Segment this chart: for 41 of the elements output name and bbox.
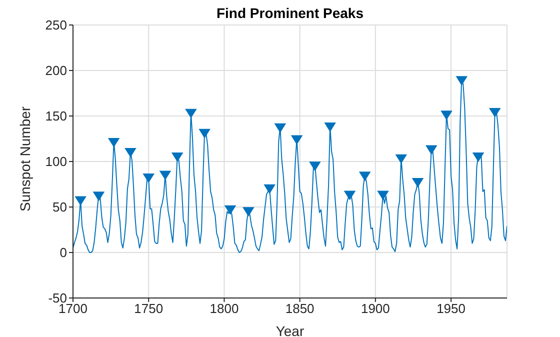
point xyxy=(185,108,196,118)
point xyxy=(199,128,210,138)
point xyxy=(75,196,86,206)
x-tick-label: 1750 xyxy=(134,301,164,316)
y-tick-label: 100 xyxy=(45,154,67,170)
x-tick-label: 1850 xyxy=(285,301,314,316)
point xyxy=(472,152,484,162)
point xyxy=(489,108,500,117)
y-tick-label: 200 xyxy=(45,63,67,78)
point xyxy=(224,205,236,214)
y-tick-label: 0 xyxy=(60,245,67,260)
point xyxy=(274,123,286,132)
point xyxy=(242,207,254,216)
point xyxy=(291,135,302,144)
x-tick-label: 1800 xyxy=(210,301,239,316)
y-tick-label: 250 xyxy=(45,18,67,33)
point xyxy=(124,148,136,157)
y-axis-title: Sunspot Number xyxy=(16,106,33,212)
x-tick-label: 1950 xyxy=(436,301,466,316)
point xyxy=(324,122,336,132)
point xyxy=(160,170,171,180)
point xyxy=(441,110,452,120)
point xyxy=(359,172,370,181)
point xyxy=(264,184,276,194)
x-tick-label: 1900 xyxy=(360,301,390,316)
point xyxy=(93,192,104,201)
x-axis-title: Year xyxy=(276,323,304,337)
point xyxy=(309,162,320,171)
point xyxy=(396,154,407,164)
y-tick-label: 50 xyxy=(52,200,67,215)
x-tick-label: 1700 xyxy=(58,301,88,316)
y-tick-label: 150 xyxy=(45,108,67,124)
point xyxy=(143,173,154,182)
point xyxy=(378,190,388,200)
point xyxy=(412,178,424,188)
point xyxy=(344,190,356,200)
point xyxy=(426,145,437,154)
point xyxy=(172,152,183,162)
point xyxy=(456,76,468,86)
chart-title: Find Prominent Peaks xyxy=(215,5,365,21)
point xyxy=(108,138,120,147)
